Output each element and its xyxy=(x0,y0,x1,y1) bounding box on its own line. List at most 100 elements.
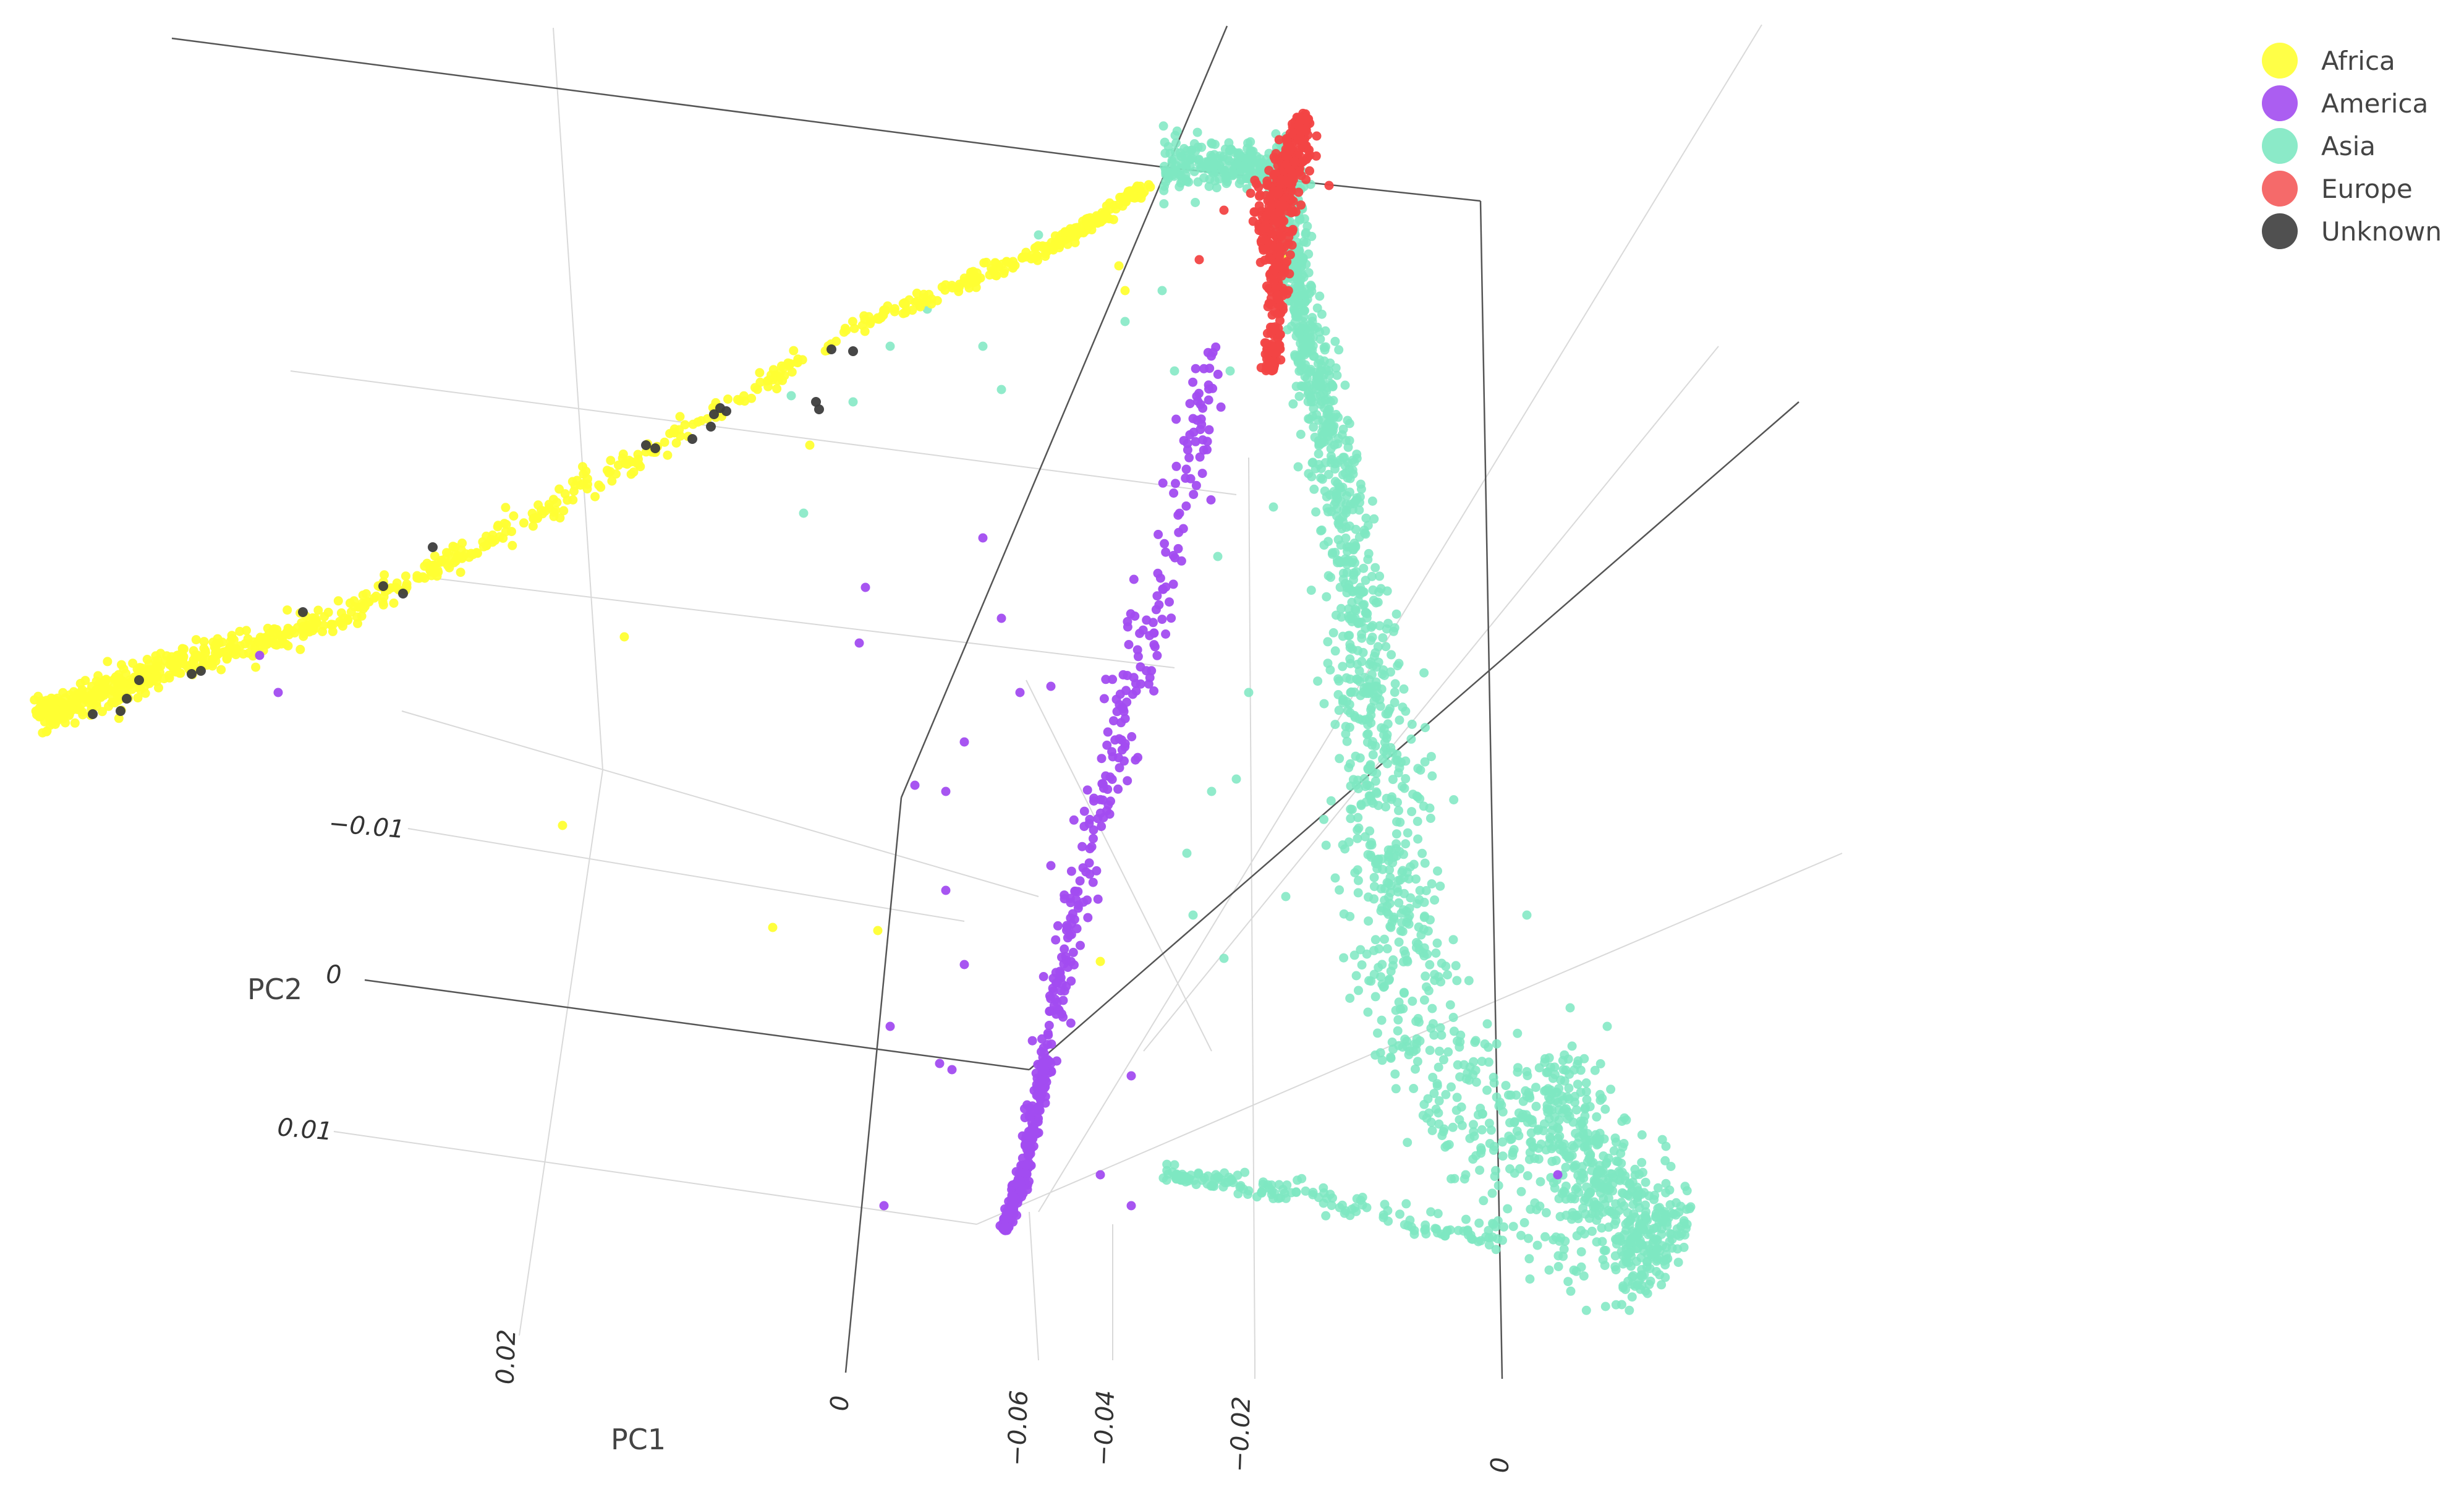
data-point-asia[interactable] xyxy=(1160,137,1170,147)
data-point-asia[interactable] xyxy=(1619,1201,1629,1211)
data-point-asia[interactable] xyxy=(1350,558,1359,568)
data-point-africa[interactable] xyxy=(226,636,236,646)
data-point-asia[interactable] xyxy=(1464,976,1474,986)
data-point-asia[interactable] xyxy=(1661,1178,1671,1188)
data-point-africa[interactable] xyxy=(549,507,559,517)
data-point-asia[interactable] xyxy=(1561,1104,1571,1114)
data-point-asia[interactable] xyxy=(1543,1067,1553,1077)
data-point-asia[interactable] xyxy=(1333,458,1343,468)
data-point-america[interactable] xyxy=(1169,488,1179,498)
data-point-asia[interactable] xyxy=(1649,1195,1659,1204)
data-point-asia[interactable] xyxy=(1660,1156,1670,1165)
data-point-america[interactable] xyxy=(1204,425,1214,435)
data-point-europe[interactable] xyxy=(1311,151,1321,161)
data-point-america[interactable] xyxy=(1114,753,1123,762)
data-point-europe[interactable] xyxy=(1277,271,1286,281)
data-point-asia[interactable] xyxy=(1405,862,1415,872)
data-point-africa[interactable] xyxy=(328,626,338,636)
data-point-asia[interactable] xyxy=(1335,754,1345,764)
data-point-america[interactable] xyxy=(1202,445,1212,454)
data-point-europe[interactable] xyxy=(1270,307,1280,317)
data-point-asia[interactable] xyxy=(1390,688,1400,697)
data-point-africa[interactable] xyxy=(1008,257,1018,266)
data-point-asia[interactable] xyxy=(1367,496,1377,506)
data-point-asia[interactable] xyxy=(1519,1218,1529,1227)
data-point-africa[interactable] xyxy=(103,657,113,667)
data-point-asia[interactable] xyxy=(1391,844,1401,854)
data-point-unknown[interactable] xyxy=(398,589,408,599)
data-point-africa[interactable] xyxy=(245,639,255,649)
data-point-asia[interactable] xyxy=(1291,1187,1301,1197)
data-point-america[interactable] xyxy=(1121,686,1131,696)
data-point-asia[interactable] xyxy=(1361,576,1370,586)
data-point-asia[interactable] xyxy=(1345,521,1354,531)
data-point-asia[interactable] xyxy=(1448,1122,1458,1132)
data-point-america[interactable] xyxy=(1120,742,1130,752)
data-point-asia[interactable] xyxy=(1626,1214,1636,1224)
data-point-america[interactable] xyxy=(1189,490,1199,500)
data-point-asia[interactable] xyxy=(1391,829,1401,839)
data-point-america[interactable] xyxy=(1000,1215,1009,1225)
data-point-asia[interactable] xyxy=(1406,734,1416,744)
data-point-asia[interactable] xyxy=(1358,647,1368,657)
data-point-asia[interactable] xyxy=(1413,816,1422,826)
data-point-asia[interactable] xyxy=(1353,876,1363,885)
data-point-asia[interactable] xyxy=(1611,1137,1621,1147)
data-point-america[interactable] xyxy=(1079,822,1089,832)
data-point-asia[interactable] xyxy=(1526,1136,1536,1146)
data-point-africa[interactable] xyxy=(32,710,41,720)
data-point-asia[interactable] xyxy=(1315,335,1325,344)
data-point-europe[interactable] xyxy=(1271,149,1281,158)
data-point-asia[interactable] xyxy=(1425,960,1435,969)
data-point-asia[interactable] xyxy=(1361,608,1371,617)
data-point-asia[interactable] xyxy=(1421,886,1431,895)
data-point-asia[interactable] xyxy=(1322,492,1332,501)
data-point-america[interactable] xyxy=(910,780,920,790)
data-point-asia[interactable] xyxy=(1338,662,1348,671)
data-point-asia[interactable] xyxy=(1347,1204,1357,1214)
data-point-asia[interactable] xyxy=(1369,872,1379,882)
data-point-asia[interactable] xyxy=(1347,804,1357,814)
data-point-asia[interactable] xyxy=(1182,848,1192,858)
data-point-asia[interactable] xyxy=(1191,198,1200,207)
data-point-asia[interactable] xyxy=(1349,575,1358,585)
data-point-europe[interactable] xyxy=(1274,294,1284,304)
data-point-africa[interactable] xyxy=(669,424,679,434)
data-point-asia[interactable] xyxy=(1255,166,1265,176)
data-point-asia[interactable] xyxy=(1359,600,1369,610)
data-point-asia[interactable] xyxy=(1224,138,1234,148)
data-point-asia[interactable] xyxy=(1343,442,1353,452)
data-point-asia[interactable] xyxy=(1341,729,1351,739)
data-point-asia[interactable] xyxy=(1194,155,1204,164)
data-point-africa[interactable] xyxy=(47,715,56,725)
data-point-america[interactable] xyxy=(1181,464,1191,474)
data-point-africa[interactable] xyxy=(36,698,46,707)
data-point-asia[interactable] xyxy=(1548,1141,1558,1151)
data-point-asia[interactable] xyxy=(1442,1225,1452,1235)
data-point-asia[interactable] xyxy=(1575,1175,1585,1185)
data-point-asia[interactable] xyxy=(1508,1151,1518,1161)
data-point-america[interactable] xyxy=(1047,1039,1056,1049)
data-point-asia[interactable] xyxy=(1499,1222,1509,1232)
data-point-asia[interactable] xyxy=(1461,1214,1471,1224)
data-point-asia[interactable] xyxy=(1373,1028,1382,1038)
data-point-asia[interactable] xyxy=(1541,1208,1551,1217)
data-point-africa[interactable] xyxy=(135,684,145,694)
data-point-africa[interactable] xyxy=(1118,201,1128,211)
data-point-asia[interactable] xyxy=(1412,1034,1422,1044)
data-point-asia[interactable] xyxy=(1224,156,1234,166)
data-point-asia[interactable] xyxy=(1345,474,1355,484)
data-point-asia[interactable] xyxy=(1329,487,1339,496)
data-point-africa[interactable] xyxy=(444,563,454,573)
data-point-asia[interactable] xyxy=(1158,1173,1168,1183)
data-point-asia[interactable] xyxy=(1345,708,1355,718)
data-point-africa[interactable] xyxy=(100,677,110,687)
data-point-america[interactable] xyxy=(1015,1176,1025,1186)
data-point-asia[interactable] xyxy=(1322,592,1332,602)
data-point-asia[interactable] xyxy=(1181,1177,1191,1187)
data-point-europe[interactable] xyxy=(1267,200,1277,210)
data-point-africa[interactable] xyxy=(569,487,579,496)
data-point-america[interactable] xyxy=(1003,1222,1013,1232)
data-point-africa[interactable] xyxy=(789,346,799,356)
data-point-asia[interactable] xyxy=(1428,1073,1438,1082)
